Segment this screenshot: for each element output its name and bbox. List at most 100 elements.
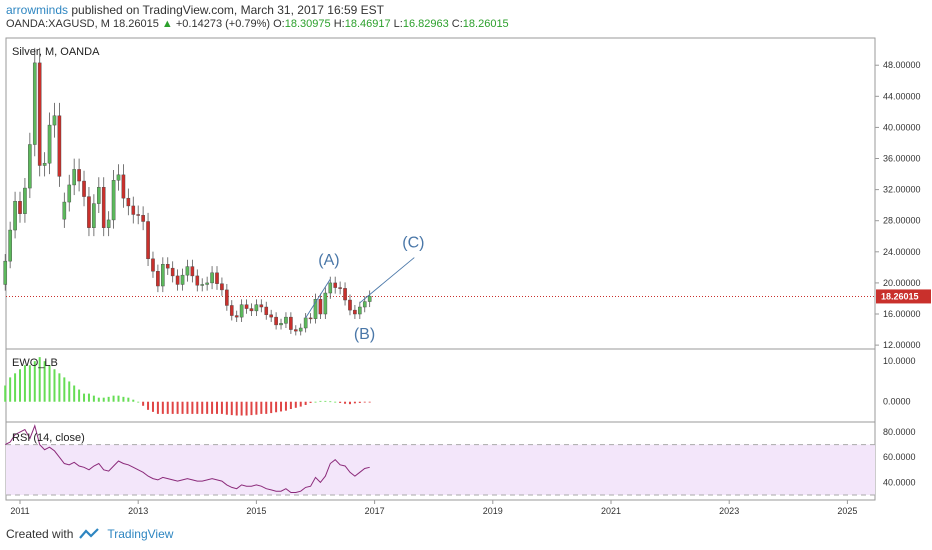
publish-info: published on TradingView.com, March 31, … — [71, 3, 384, 17]
rsi-series — [4, 424, 875, 496]
ewo-bar — [171, 401, 174, 414]
tradingview-logo-icon — [79, 528, 100, 539]
rsi-band — [6, 444, 875, 495]
candle-body — [170, 267, 175, 277]
candle-body — [116, 174, 121, 181]
candle-body — [303, 317, 308, 329]
candle-body — [23, 187, 27, 214]
ewo-bar — [275, 401, 278, 413]
up-arrow-icon: ▲ — [161, 18, 173, 30]
wave-label-b: (B) — [354, 326, 375, 343]
current-price-badge — [876, 289, 931, 304]
candle-body — [180, 274, 185, 285]
candle-body — [249, 308, 254, 312]
year-tick-label: 2021 — [601, 506, 621, 516]
ewo-bar — [142, 401, 145, 406]
close-label: C: — [451, 18, 463, 30]
candle-body — [353, 309, 357, 315]
candle-body — [200, 284, 205, 286]
ewo-bar — [137, 401, 140, 403]
candle-body — [28, 144, 32, 189]
ewo-bar — [358, 401, 361, 403]
candle-body — [289, 316, 293, 330]
candle-body — [141, 215, 145, 222]
ewo-bar — [38, 357, 41, 402]
candle-body — [229, 305, 234, 316]
ewo-bar — [122, 396, 125, 402]
candle-body — [259, 304, 264, 308]
last-price: 18.26015 — [112, 18, 159, 30]
candle-body — [57, 115, 62, 177]
candle-body — [254, 304, 259, 312]
price-pane-title: Silver, M, OANDA — [12, 46, 100, 58]
ewo-histogram — [4, 357, 371, 416]
ewo-bar — [112, 395, 115, 402]
ewo-bar — [265, 401, 268, 414]
ewo-bar — [107, 396, 110, 402]
low-label: L: — [393, 18, 403, 30]
ewo-bar — [270, 401, 273, 414]
candle-body — [136, 214, 141, 216]
wave-label-a: (A) — [318, 252, 339, 269]
candle-body — [185, 266, 190, 276]
publish-line: arrowminds published on TradingView.com,… — [6, 3, 384, 17]
candle-body — [294, 329, 298, 332]
candle-body — [279, 323, 283, 326]
price-tick-label: 32.00000 — [883, 185, 921, 195]
candle-body — [62, 201, 67, 220]
price-tick-label: 24.00000 — [883, 247, 921, 257]
candle-body — [131, 205, 136, 215]
candle-body — [269, 314, 273, 318]
candle-body — [210, 272, 214, 284]
candle-body — [175, 275, 180, 285]
ewo-bar — [324, 400, 327, 402]
ewo-tick-label: 0.0000 — [883, 397, 911, 407]
candle-body — [190, 266, 195, 277]
year-tick-label: 2019 — [483, 506, 503, 516]
ewo-bar — [196, 401, 199, 414]
candle-body — [220, 283, 224, 291]
candle-body — [32, 62, 37, 145]
ewo-bar — [132, 399, 135, 402]
price-tick-label: 20.00000 — [883, 278, 921, 288]
ewo-pane-frame — [5, 348, 876, 423]
candle-body — [77, 169, 81, 182]
price-tick-label: 28.00000 — [883, 216, 921, 226]
candle-body — [165, 264, 170, 269]
price-tick-label: 12.00000 — [883, 340, 921, 350]
ewo-bar — [235, 401, 238, 416]
ewo-bar — [353, 401, 356, 404]
candle-body — [96, 187, 101, 204]
ewo-bar — [299, 401, 302, 407]
candle-body — [87, 196, 91, 228]
candle-body — [264, 306, 269, 315]
candle-body — [323, 292, 328, 315]
ewo-pane-title: EWO_LB — [12, 357, 58, 369]
high-value: 18.46917 — [344, 18, 391, 30]
ewo-bar — [191, 401, 194, 414]
ewo-bar — [92, 395, 95, 402]
ewo-bar — [23, 365, 26, 402]
candle-body — [348, 299, 352, 311]
low-value: 16.82963 — [402, 18, 449, 30]
tradingview-link[interactable]: TradingView — [107, 527, 174, 541]
year-tick-label: 2017 — [365, 506, 385, 516]
ewo-tick-label: 10.0000 — [883, 356, 916, 366]
ewo-bar — [73, 385, 76, 402]
candle-body — [343, 288, 347, 301]
ewo-bar — [176, 401, 179, 414]
ewo-bar — [284, 401, 287, 411]
author-link[interactable]: arrowminds — [6, 3, 69, 17]
price-tick-label: 48.00000 — [883, 60, 921, 70]
candle-body — [161, 264, 165, 287]
year-tick-label: 2023 — [719, 506, 739, 516]
candle-body — [274, 316, 278, 326]
open-value: 18.30975 — [284, 18, 331, 30]
candle-body — [244, 304, 249, 309]
ewo-bar — [97, 397, 100, 402]
candle-body — [42, 162, 47, 166]
ewo-bar — [339, 401, 342, 403]
price-tick-label: 16.00000 — [883, 309, 921, 319]
ewo-bar — [250, 401, 253, 416]
